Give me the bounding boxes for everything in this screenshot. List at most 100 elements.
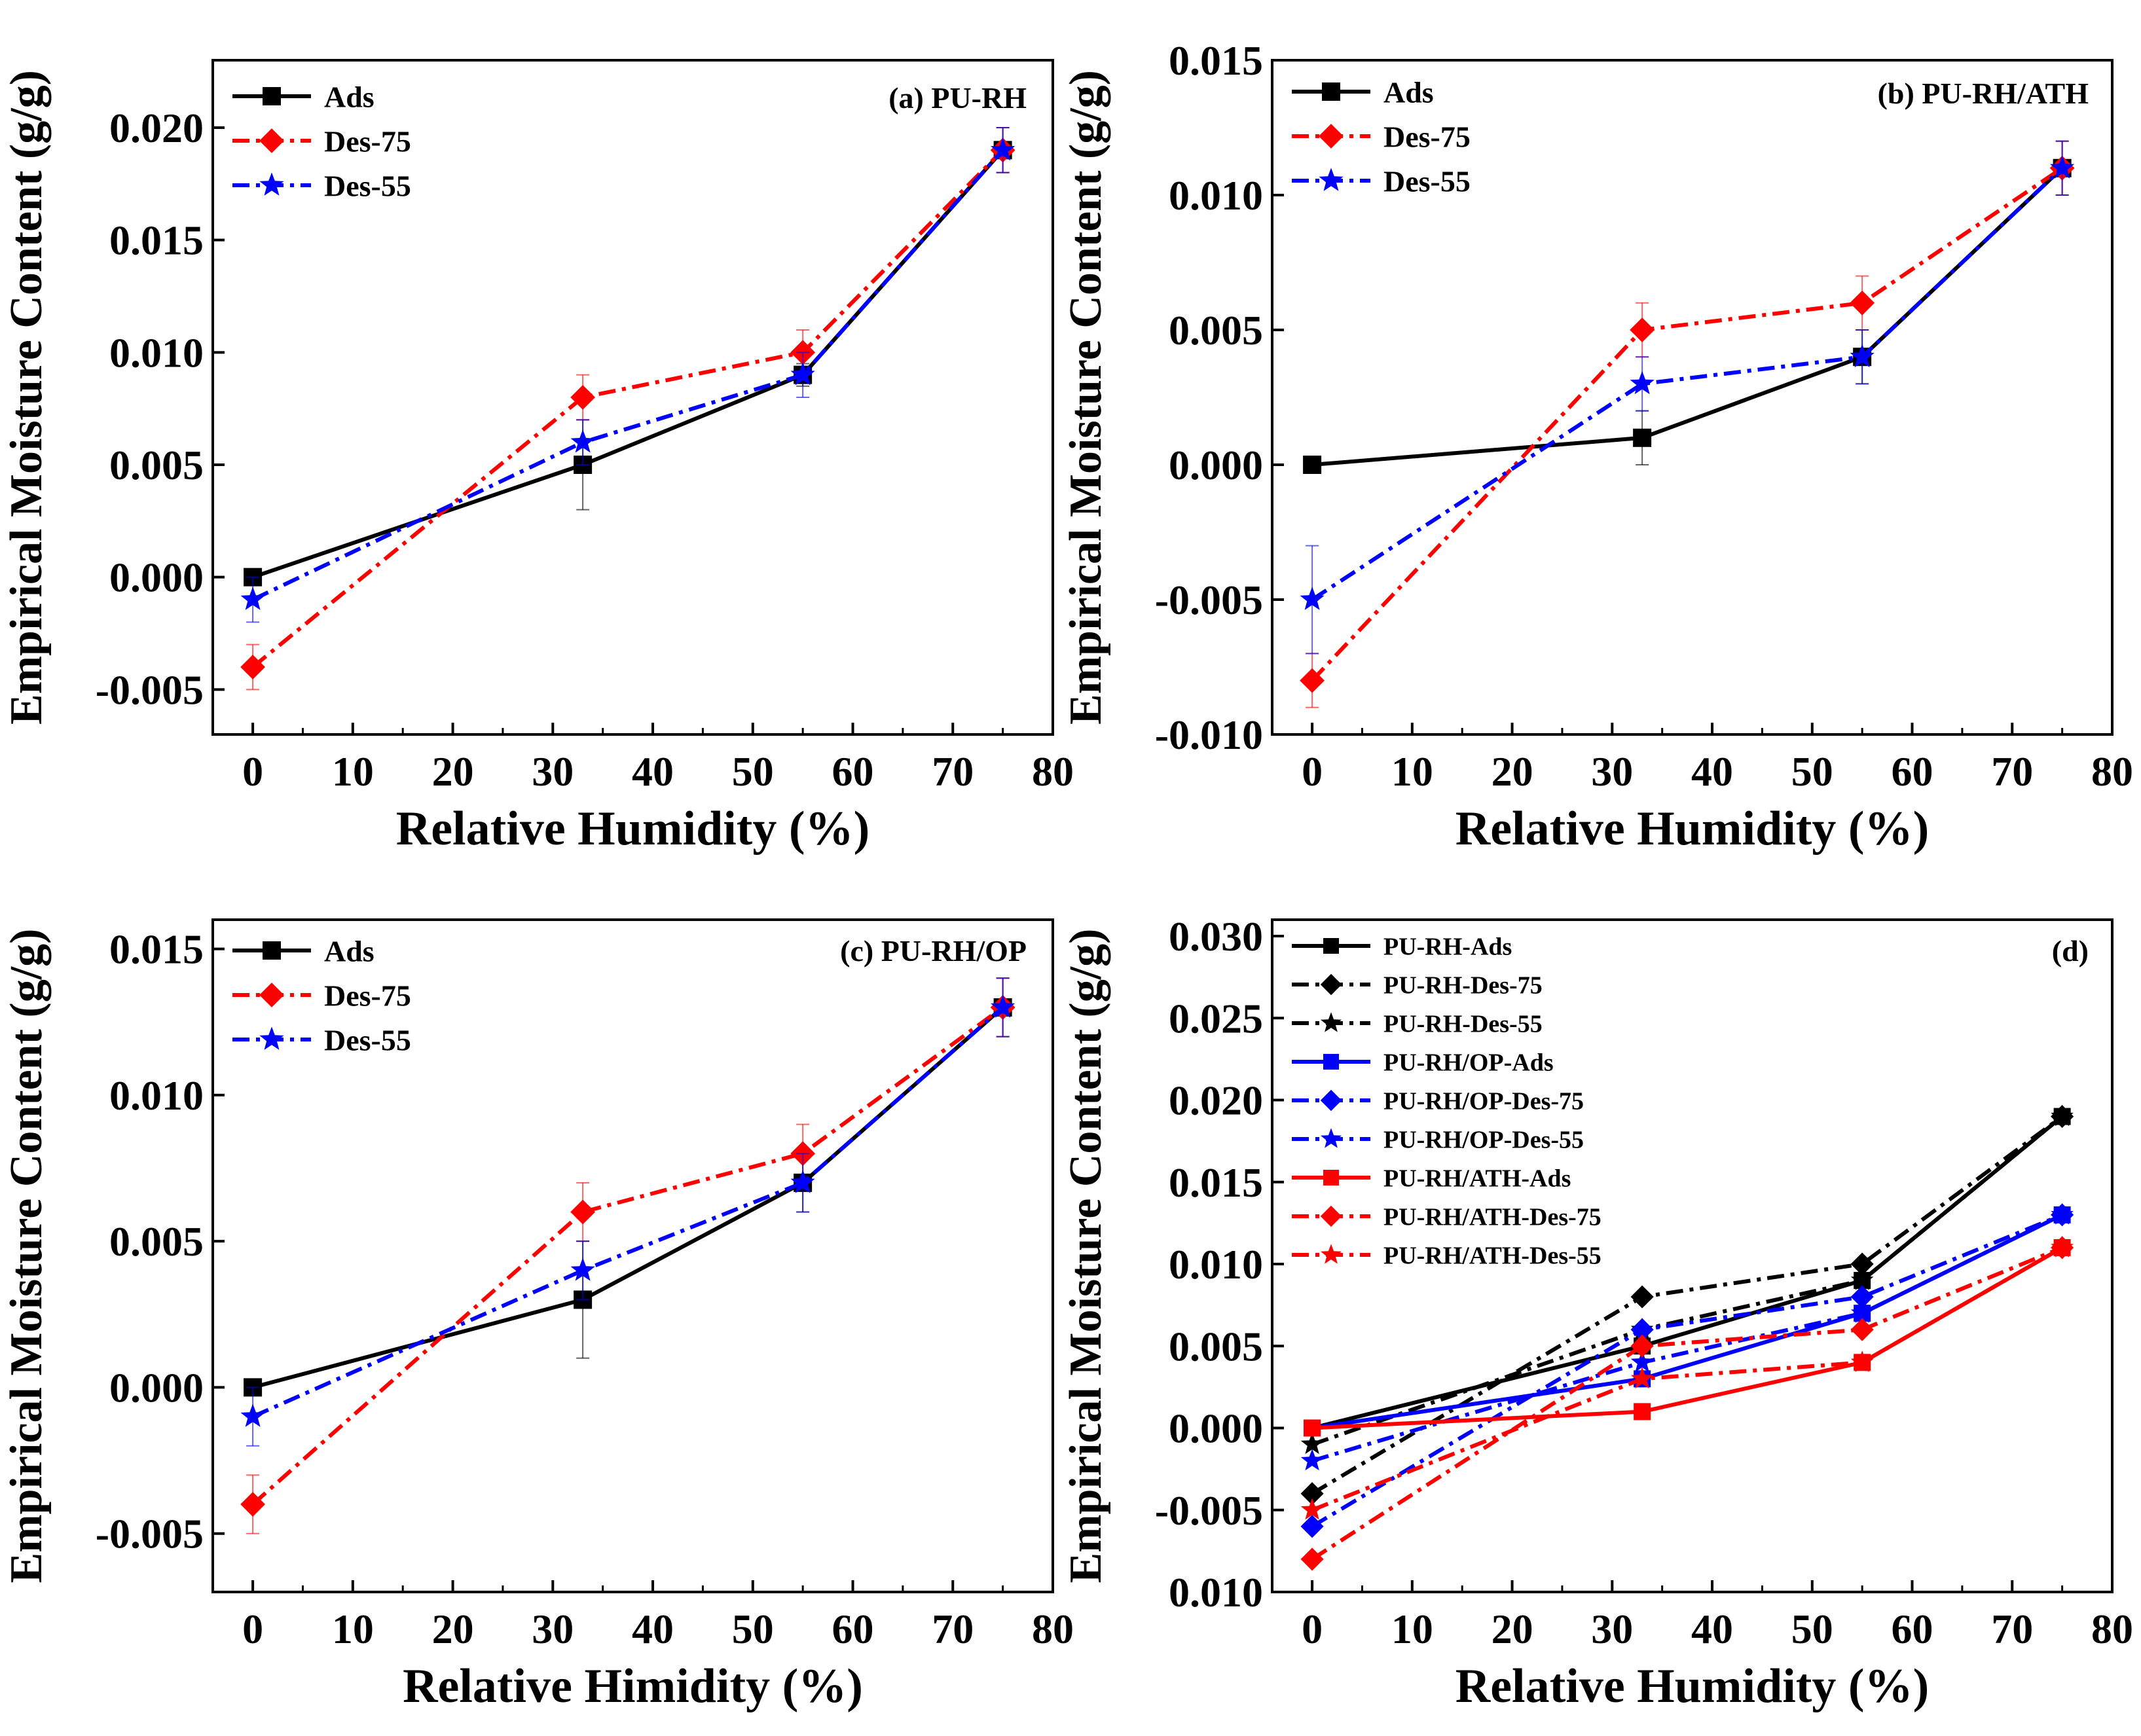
data-point [240,587,265,610]
legend: Ads Des-75 Des-55 [232,935,411,1057]
data-point [1630,1350,1654,1372]
y-tick-label: 0.015 [1169,37,1263,84]
data-point [1850,1301,1874,1323]
legend: Ads Des-75 Des-55 [1292,76,1471,198]
data-point [1850,1350,1874,1372]
x-tick-label: 60 [1892,1606,1933,1652]
x-tick-label: 70 [932,1606,974,1652]
data-point [991,994,1016,1018]
x-tick-label: 40 [1691,1606,1733,1652]
x-tick-label: 50 [732,748,774,795]
y-axis-label: Empirical Moisture Content (g/g) [1,929,52,1583]
x-tick-label: 60 [832,1606,874,1652]
series-line [1311,166,2064,602]
chart-panel: 0 10 20 30 40 50 60 70 80 -0.005 0.000 0.005 0.010 0.… [1,59,1074,856]
data-point [570,385,596,410]
x-tick-label: 20 [432,748,474,795]
y-tick-label: -0.010 [1155,712,1263,758]
legend-label: PU-RH/ATH-Des-55 [1383,1242,1601,1270]
data-point [1300,1547,1324,1571]
legend: PU-RH-Ads PU-RH-Des-75 PU-RH-Des-55 PU-RH/O… [1292,933,1601,1270]
x-tick-label: 80 [2091,1606,2133,1652]
y-tick-label: 0.020 [1169,1077,1263,1124]
y-axis-label: Empirical Moisture Content (g/g) [1061,929,1111,1583]
data-point [1303,456,1322,474]
y-axis-label: Empirical Moisture Content (g/g) [1061,70,1111,725]
data-series [1300,140,2075,708]
series-line [251,149,1004,602]
data-point [2051,1104,2074,1127]
legend-label: PU-RH-Des-55 [1383,1011,1543,1038]
legend-label: PU-RH/ATH-Ads [1383,1165,1571,1193]
legend-label: PU-RH/OP-Des-55 [1383,1127,1584,1154]
series-line [1311,166,2064,467]
panel-title: (b) PU-RH/ATH [1878,77,2089,110]
plot-frame [211,918,1054,1593]
y-axis-label: Empirical Moisture Content (g/g) [1,70,52,725]
series-line [252,149,1004,579]
data-point [240,655,265,679]
data-point [1300,1515,1324,1538]
legend-marker [259,983,284,1007]
y-tick-label: 0.005 [109,1218,204,1265]
legend-marker [259,172,284,196]
x-tick-label: 50 [1791,748,1833,795]
x-tick-label: 20 [1491,748,1533,795]
x-tick-label: 30 [532,1606,574,1652]
x-tick-label: 60 [1892,748,1933,795]
data-series [1300,1235,2074,1520]
data-point [570,1199,596,1225]
legend-marker [259,1026,284,1050]
y-tick-label: 0.010 [1169,1569,1263,1616]
chart-panel: 0 10 20 30 40 50 60 70 80 -0.010 -0.005 0.000 0.005 0… [1061,37,2133,856]
x-tick-label: 10 [1391,1606,1433,1652]
y-tick-label: 0.015 [109,926,204,973]
plot-frame [1271,918,2114,1593]
data-point [1630,1318,1654,1341]
legend-label: PU-RH-Ads [1383,933,1512,961]
y-tick-label: 0.000 [109,554,204,601]
x-tick-label: 80 [1032,748,1074,795]
data-point [570,1257,595,1281]
data-point [2051,1235,2074,1257]
legend-label: Des-55 [1383,165,1471,198]
data-point [1633,428,1652,447]
series-line [251,149,1004,669]
legend-marker [259,128,284,153]
data-point [1850,1252,1874,1276]
data-point [1850,1268,1874,1290]
legend-marker [1323,1054,1339,1070]
x-tick-label: 30 [1591,1606,1633,1652]
data-point [1300,1482,1324,1506]
y-tick-label: 0.005 [1169,1323,1263,1369]
data-point [1300,587,1325,610]
series-line [1311,1246,2063,1561]
x-tick-label: 40 [632,1606,674,1652]
data-point [1300,1432,1324,1455]
x-tick-label: 80 [1032,1606,1074,1652]
legend-label: Ads [1383,76,1434,109]
legend-marker [1323,938,1339,954]
legend-marker [1320,1205,1342,1227]
data-series [1300,140,2075,655]
data-point [1850,1318,1874,1341]
data-point [1630,317,1655,342]
x-tick-label: 20 [432,1606,474,1652]
y-tick-label: 0.015 [109,217,204,264]
y-tick-label: 0.000 [1169,442,1263,488]
legend-marker [1323,1170,1339,1185]
data-point [1630,1367,1654,1389]
x-tick-label: 30 [532,748,574,795]
data-point [1630,1285,1654,1309]
x-tick-label: 40 [632,748,674,795]
y-tick-label: -0.005 [1155,1487,1263,1534]
x-tick-label: 0 [1302,1606,1323,1652]
data-point [1630,1334,1654,1358]
legend-marker [1320,973,1342,996]
chart-panel: 0 10 20 30 40 50 60 70 80 0.010 -0.005 0.000 0.005 0.… [1061,913,2133,1713]
legend-label: Des-55 [324,170,411,203]
legend-marker [263,87,281,105]
series-line [251,1005,1004,1419]
x-tick-label: 10 [332,748,374,795]
